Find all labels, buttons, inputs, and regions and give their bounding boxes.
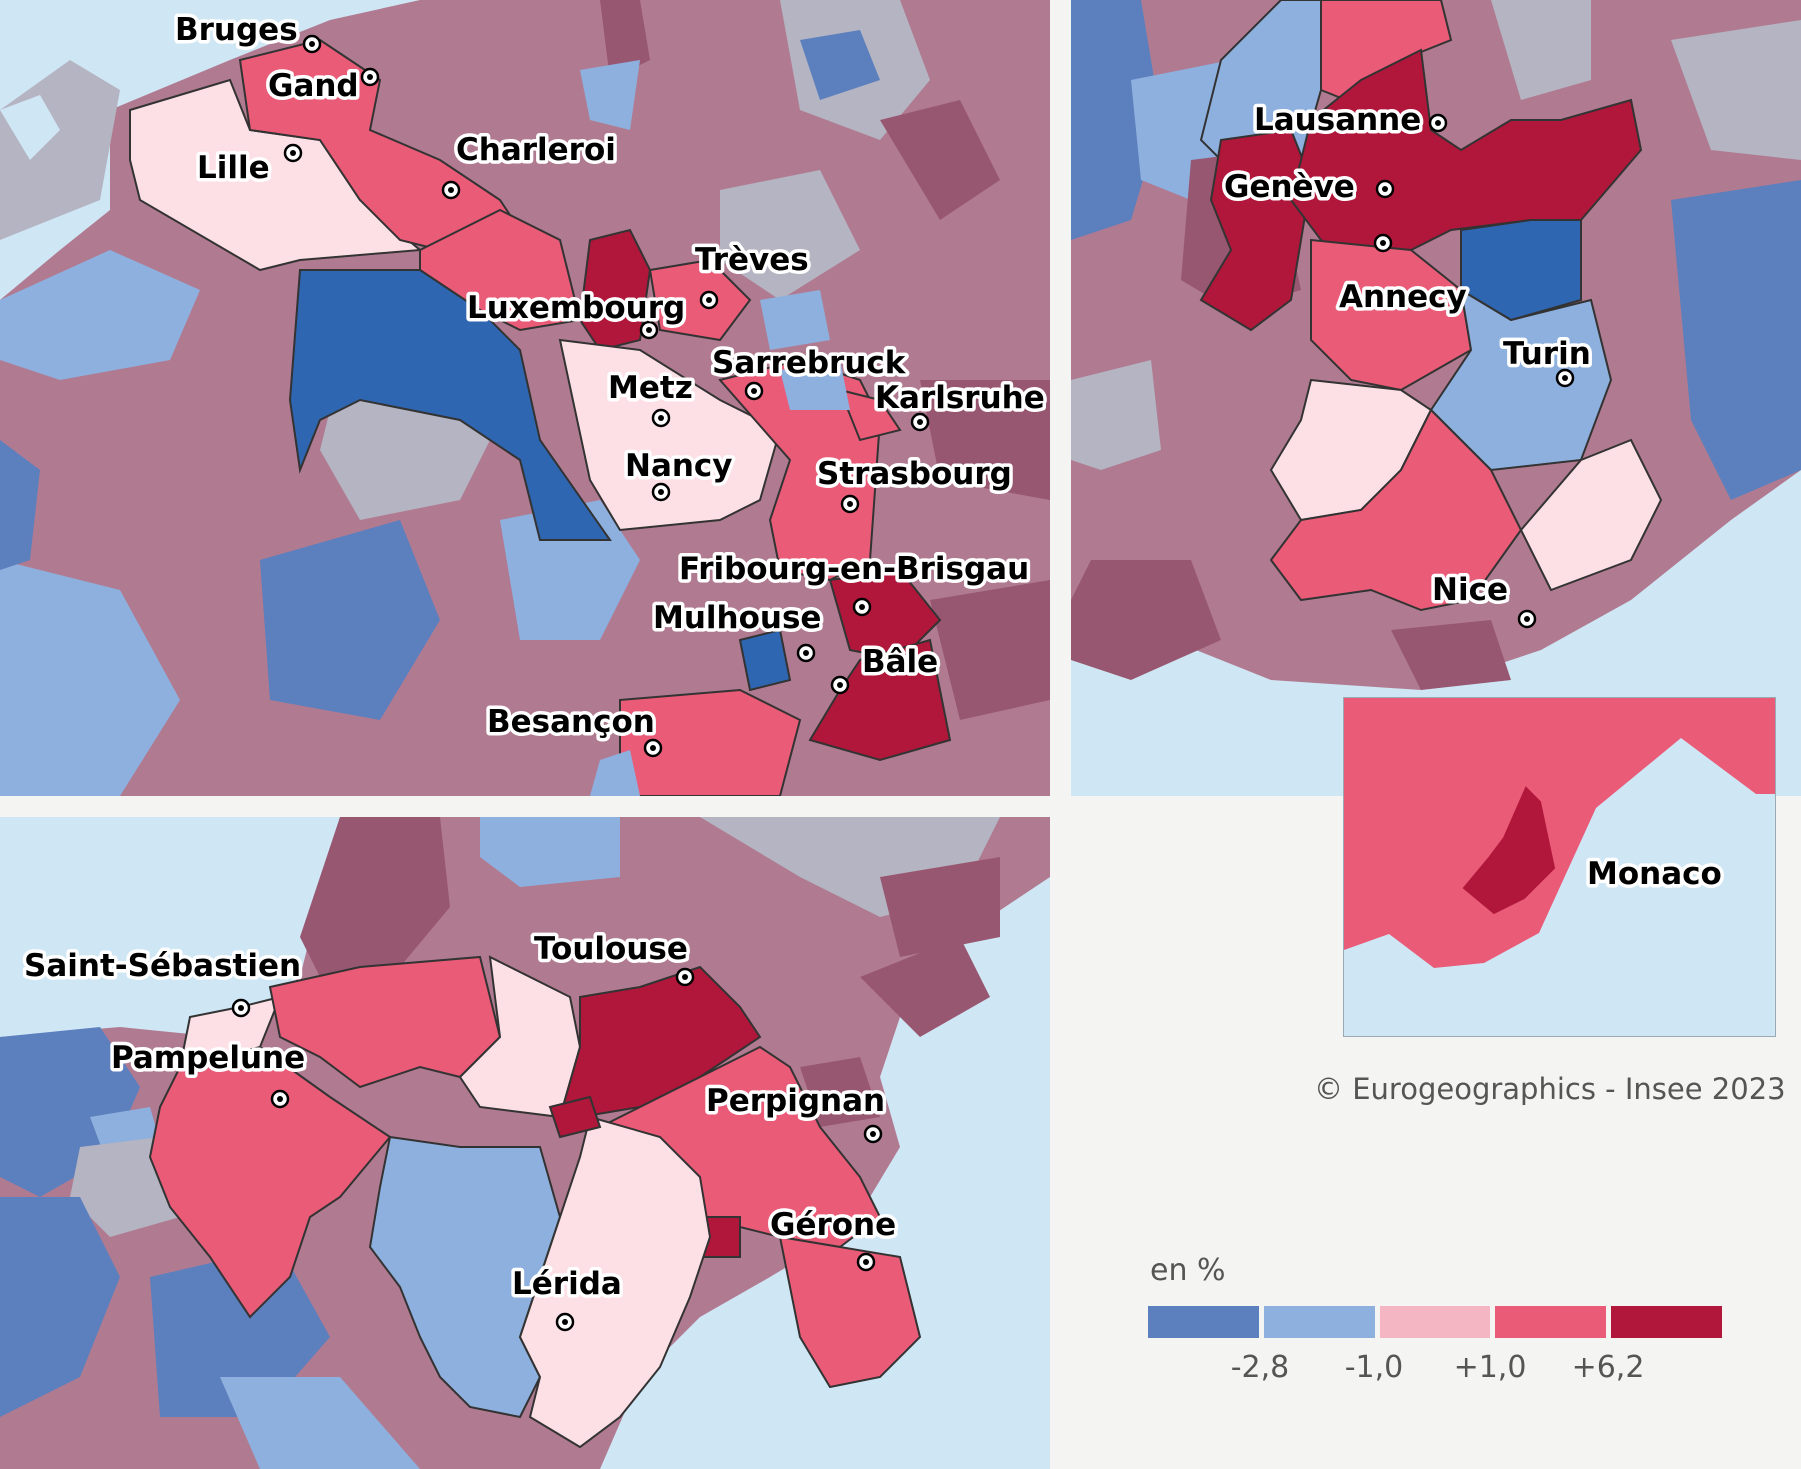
city-label: Fribourg-en-Brisgau — [679, 551, 1029, 587]
city-fribourg-en-brisgau: Fribourg-en-Brisgau — [676, 548, 1033, 617]
legend-class-4 — [1495, 1306, 1607, 1338]
legend-class-3 — [1379, 1306, 1491, 1338]
city-label: Charleroi — [456, 132, 616, 168]
city-toulouse: Toulouse — [531, 928, 695, 987]
city-label: Pampelune — [111, 1040, 305, 1076]
city-label: Nice — [1432, 572, 1508, 608]
city-lausanne: Lausanne — [1251, 99, 1448, 142]
city-bale: Bâle — [830, 641, 942, 695]
city-charleroi: Charleroi — [441, 129, 619, 200]
city-label: Toulouse — [534, 931, 688, 967]
city-label: Gand — [268, 68, 359, 104]
legend-threshold: -1,0 — [1344, 1350, 1404, 1385]
city-label: Bâle — [862, 644, 938, 680]
city-monaco: Monaco — [1584, 853, 1726, 896]
city-label: Turin — [1503, 336, 1591, 372]
map-northeast — [0, 0, 1050, 796]
city-label: Gérone — [770, 1207, 896, 1243]
city-lerida: Lérida — [509, 1263, 625, 1332]
city-label: Bruges — [175, 12, 298, 48]
city-label: Strasbourg — [817, 456, 1012, 492]
city-geneve: Genève — [1221, 166, 1395, 209]
city-label: Lérida — [512, 1266, 622, 1302]
city-nice: Nice — [1429, 569, 1537, 629]
city-karlsruhe: Karlsruhe — [872, 377, 1048, 432]
city-perpignan: Perpignan — [703, 1080, 889, 1144]
legend-title: en % — [1150, 1253, 1226, 1288]
city-layer-alps: Lausanne Genève Annecy Turin Nice — [1221, 99, 1594, 629]
city-label: Annecy — [1339, 279, 1467, 315]
city-turin: Turin — [1500, 333, 1594, 388]
city-label: Sarrebruck — [712, 345, 907, 381]
map-panel-pyrenees: Saint-Sébastien Pampelune Toulouse Perpi… — [0, 817, 1050, 1469]
city-layer-monaco: Monaco — [1584, 853, 1726, 896]
legend-color-scale — [1148, 1306, 1722, 1338]
city-gerone: Gérone — [767, 1204, 900, 1272]
legend-threshold: +1,0 — [1453, 1350, 1527, 1385]
city-label: Saint-Sébastien — [24, 948, 301, 984]
city-bruges: Bruges — [172, 9, 322, 54]
city-sarrebruck: Sarrebruck — [709, 342, 910, 401]
legend-threshold: +6,2 — [1571, 1350, 1645, 1385]
city-mulhouse: Mulhouse — [650, 597, 825, 663]
city-nancy: Nancy — [622, 445, 736, 502]
legend-threshold: -2,8 — [1230, 1350, 1290, 1385]
city-lille: Lille — [194, 143, 303, 190]
city-label: Genève — [1224, 169, 1355, 205]
legend-class-2 — [1263, 1306, 1375, 1338]
city-label: Lille — [197, 150, 270, 186]
city-metz: Metz — [605, 367, 696, 428]
city-treves: Trèves — [692, 239, 812, 310]
city-strasbourg: Strasbourg — [814, 453, 1015, 514]
city-label: Besançon — [487, 704, 655, 740]
city-label: Nancy — [625, 448, 733, 484]
legend-class-1 — [1148, 1306, 1259, 1338]
city-pampelune: Pampelune — [108, 1037, 309, 1109]
city-luxembourg: Luxembourg — [464, 287, 689, 340]
city-label: Luxembourg — [467, 290, 685, 326]
city-label: Trèves — [695, 242, 809, 278]
map-panel-northeast: Bruges Gand Lille Charleroi Trèves Luxem… — [0, 0, 1050, 796]
city-label: Karlsruhe — [875, 380, 1045, 416]
copyright-credit: © Eurogeographics - Insee 2023 — [1314, 1072, 1786, 1106]
city-label: Perpignan — [706, 1083, 885, 1119]
city-annecy: Annecy — [1336, 233, 1470, 319]
map-monaco — [1344, 698, 1775, 1036]
city-gand: Gand — [265, 65, 380, 108]
city-label: Monaco — [1587, 856, 1722, 892]
map-alps — [1071, 0, 1801, 796]
city-besancon: Besançon — [484, 701, 663, 758]
map-panel-monaco: Monaco — [1343, 697, 1776, 1037]
legend-class-5 — [1611, 1306, 1722, 1338]
map-panel-alps: Lausanne Genève Annecy Turin Nice — [1071, 0, 1801, 796]
city-layer-northeast: Bruges Gand Lille Charleroi Trèves Luxem… — [172, 9, 1048, 758]
city-label: Lausanne — [1254, 102, 1421, 138]
city-label: Mulhouse — [653, 600, 821, 636]
city-saint-sebastien: Saint-Sébastien — [21, 945, 305, 1018]
city-label: Metz — [608, 370, 693, 406]
city-layer-pyrenees: Saint-Sébastien Pampelune Toulouse Perpi… — [21, 928, 900, 1332]
